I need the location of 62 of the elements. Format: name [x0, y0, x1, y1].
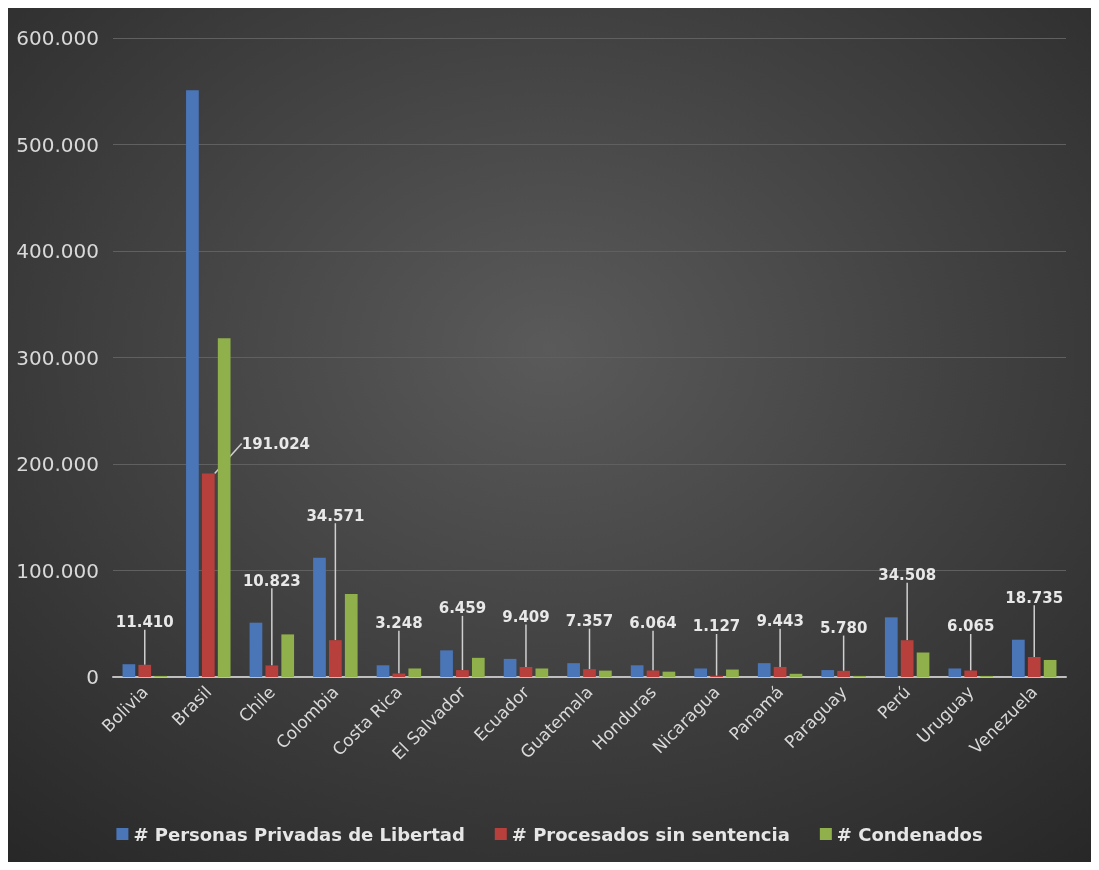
- bar: [201, 473, 215, 677]
- data-label: 5.780: [819, 619, 868, 638]
- bar: [265, 665, 279, 677]
- bar: [1027, 657, 1041, 677]
- y-tick-label: 300.000: [16, 345, 99, 370]
- bar: [217, 338, 231, 677]
- bar: [1043, 659, 1057, 677]
- data-label: 18.735: [1005, 588, 1064, 607]
- bar: [567, 663, 580, 677]
- bar: [694, 668, 708, 677]
- bar: [440, 650, 453, 677]
- y-tick-label: 600.000: [16, 26, 99, 50]
- bar: [630, 665, 644, 677]
- bar: [821, 670, 835, 677]
- data-label: 7.357: [565, 612, 614, 631]
- bar: [329, 640, 342, 677]
- bar: [535, 668, 549, 677]
- bar: [900, 640, 914, 677]
- data-label: 9.409: [502, 607, 550, 626]
- bar: [344, 593, 358, 677]
- data-label: 3.248: [375, 614, 423, 633]
- y-tick-label: 100.000: [16, 558, 99, 583]
- y-tick-label: 500.000: [16, 132, 99, 157]
- bar: [599, 670, 612, 677]
- bar: [916, 652, 930, 677]
- y-tick-label: 200.000: [16, 452, 99, 476]
- bar: [1012, 639, 1025, 677]
- bar: [249, 622, 263, 677]
- bar: [281, 634, 295, 677]
- bar: [519, 666, 533, 677]
- data-label: 6.064: [629, 614, 677, 633]
- bar: [773, 666, 787, 677]
- data-label: 10.823: [242, 571, 301, 590]
- bar: [186, 90, 199, 677]
- bar: [376, 665, 390, 677]
- bar: [884, 617, 898, 677]
- data-label: 6.459: [438, 599, 487, 618]
- y-tick-label: 0: [86, 665, 99, 689]
- data-label: 1.127: [692, 617, 741, 636]
- bar: [948, 668, 962, 677]
- data-label: 11.410: [115, 613, 174, 632]
- bar: [408, 668, 422, 677]
- bar: [471, 657, 485, 677]
- data-label: 6.065: [946, 617, 995, 636]
- data-label: 191.024: [241, 434, 311, 453]
- bar: [964, 670, 978, 677]
- data-label: 34.508: [878, 566, 937, 585]
- bar: [503, 658, 517, 677]
- bar: [122, 664, 136, 677]
- data-label: 34.571: [306, 506, 365, 525]
- data-label: 9.443: [756, 612, 804, 631]
- bar: [726, 669, 739, 677]
- legend-label: # Procesados sin sentencia: [511, 823, 790, 845]
- legend-label: # Personas Privadas de Libertad: [133, 823, 465, 845]
- bar: [456, 670, 469, 677]
- legend-label: # Condenados: [836, 823, 983, 845]
- bar: [138, 664, 152, 677]
- bar: [583, 669, 596, 677]
- bar: [313, 557, 326, 677]
- bar: [757, 663, 771, 677]
- bar: [837, 670, 850, 677]
- y-tick-label: 400.000: [16, 239, 99, 263]
